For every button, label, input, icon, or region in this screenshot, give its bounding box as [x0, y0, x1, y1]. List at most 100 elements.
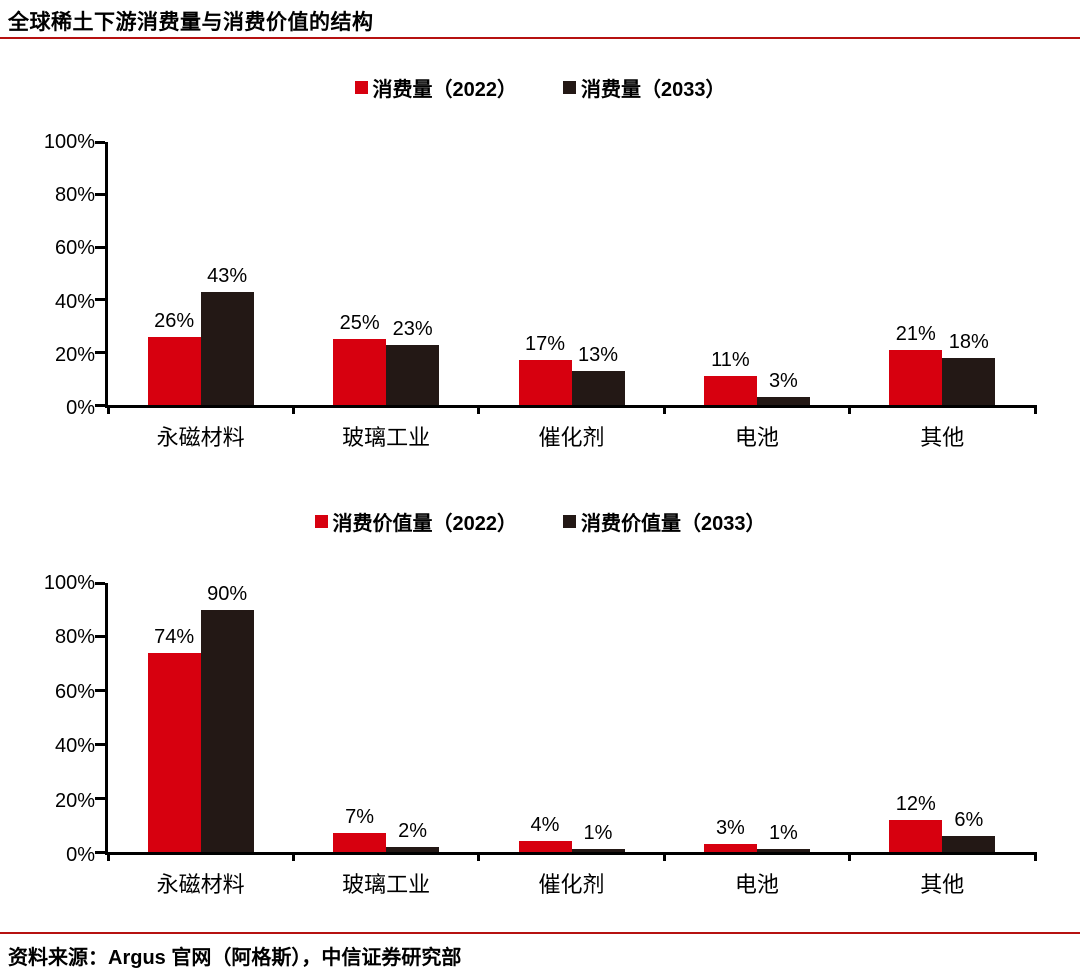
bar: [333, 339, 387, 405]
y-axis-tick: [95, 742, 105, 746]
bar: [200, 609, 254, 852]
chart-legend: 消费量（2022） 消费量（2033）: [0, 73, 1080, 102]
bar: [386, 344, 440, 405]
figure-title: 全球稀土下游消费量与消费价值的结构: [8, 11, 374, 34]
bar: [571, 370, 625, 405]
x-axis-tick: [106, 852, 110, 861]
bar: [147, 336, 201, 405]
bar-value-label: 1%: [583, 822, 613, 845]
bar-value-label: 23%: [392, 317, 433, 340]
x-category-label: 永磁材料: [156, 425, 245, 450]
y-axis-tick: [95, 581, 105, 585]
y-axis-tick: [95, 140, 105, 144]
x-category-label: 催化剂: [538, 872, 605, 897]
legend-swatch-icon: [354, 80, 368, 94]
bar-value-label: 3%: [715, 816, 745, 839]
source-note: 资料来源：Argus 官网（阿格斯），中信证券研究部: [8, 947, 462, 969]
y-axis-tick: [95, 403, 105, 407]
x-axis-tick: [662, 405, 666, 414]
chart-body: 0% 20% 40% 60% 80% 100% 26% 43% 永磁材料 25% 23% 玻璃工业 1…: [10, 132, 1080, 449]
legend-swatch-icon: [563, 80, 576, 94]
x-axis-tick: [1033, 405, 1037, 414]
bar-value-label: 21%: [895, 322, 936, 345]
x-axis-tick: [106, 405, 110, 414]
bar-value-label: 3%: [768, 370, 798, 393]
x-category-label: 电池: [734, 425, 779, 450]
bar-value-label: 17%: [524, 333, 566, 356]
x-category-label: 永磁材料: [156, 872, 245, 897]
y-tick-label: 100%: [43, 572, 95, 594]
legend-label: 消费量（2033）: [581, 78, 726, 101]
chart-body: 0% 20% 40% 60% 80% 100% 74% 90% 永磁材料 7% 2% 玻璃工业 4% 1…: [10, 573, 1080, 896]
bar-value-label: 1%: [768, 822, 798, 845]
x-axis-tick: [848, 405, 852, 414]
bar-value-label: 26%: [154, 309, 195, 332]
bar-value-label: 13%: [577, 343, 619, 366]
y-tick-label: 100%: [43, 131, 95, 153]
bar-value-label: 12%: [895, 792, 936, 815]
footer-divider-rule: [0, 932, 1080, 934]
y-tick-label: 0%: [66, 844, 95, 866]
x-category-label: 电池: [734, 872, 779, 897]
title-divider-rule: [0, 37, 1080, 39]
bar-value-label: 6%: [954, 808, 984, 831]
x-axis-tick: [477, 852, 481, 861]
y-axis-tick: [95, 298, 105, 302]
bar: [571, 849, 625, 852]
bar: [518, 841, 572, 852]
y-tick-label: 20%: [54, 343, 95, 366]
y-axis-tick: [95, 350, 105, 354]
legend-label: 消费价值量（2033）: [581, 512, 766, 535]
legend-label: 消费量（2022）: [372, 78, 518, 101]
legend-item: 消费量（2033）: [563, 73, 726, 102]
x-axis-tick: [1033, 852, 1037, 861]
y-axis-tick: [95, 635, 105, 639]
bar-value-label: 18%: [948, 330, 989, 353]
legend-swatch-icon: [563, 514, 576, 528]
bar: [942, 357, 996, 405]
x-category-label: 玻璃工业: [342, 425, 431, 450]
y-axis-tick: [95, 689, 105, 693]
bar-value-label: 74%: [154, 625, 195, 648]
bar: [703, 376, 757, 405]
bar: [386, 846, 440, 852]
x-category-label: 玻璃工业: [342, 872, 431, 897]
plot-area: 26% 43% 永磁材料 25% 23% 玻璃工业 17% 13% 催化剂 11% 3% 电池 21% 1…: [95, 140, 1037, 449]
plot-area: 74% 90% 永磁材料 7% 2% 玻璃工业 4% 1% 催化剂 3% 1% 电池 12% 6% 其他: [95, 581, 1037, 896]
y-tick-label: 80%: [54, 184, 95, 207]
bar-value-label: 25%: [339, 312, 380, 335]
bar: [333, 833, 387, 852]
x-category-label: 催化剂: [538, 425, 605, 450]
bar: [200, 291, 254, 405]
y-tick-label: 20%: [54, 789, 95, 812]
bar: [756, 849, 810, 852]
bar: [703, 843, 757, 852]
x-category-label: 其他: [920, 872, 965, 897]
y-axis-tick: [95, 850, 105, 854]
bar: [942, 835, 996, 852]
y-tick-label: 40%: [54, 290, 95, 313]
y-axis-tick: [95, 193, 105, 197]
legend-item: 消费价值量（2033）: [563, 507, 766, 536]
bar-value-label: 11%: [711, 349, 750, 372]
x-axis-tick: [291, 852, 295, 861]
bar: [518, 360, 572, 405]
y-axis-tick: [95, 796, 105, 800]
bar-value-label: 2%: [398, 819, 428, 842]
y-tick-label: 60%: [54, 680, 95, 703]
bar-value-label: 90%: [207, 582, 248, 605]
y-axis-labels: 0% 20% 40% 60% 80% 100%: [10, 573, 105, 865]
x-axis-tick: [848, 852, 852, 861]
chart-legend: 消费价值量（2022） 消费价值量（2033）: [0, 507, 1080, 536]
bar: [889, 349, 943, 405]
bar-value-label: 43%: [207, 264, 248, 287]
bar: [756, 397, 810, 405]
y-axis-tick: [95, 245, 105, 249]
bar: [889, 819, 943, 852]
bar-value-label: 7%: [345, 806, 375, 829]
chart-consumption-volume: 消费量（2022） 消费量（2033） 0% 20% 40% 60% 80% 100% 26…: [0, 73, 1080, 449]
legend-item: 消费量（2022）: [354, 73, 518, 102]
legend-item: 消费价值量（2022）: [314, 507, 517, 536]
y-axis-labels: 0% 20% 40% 60% 80% 100%: [10, 132, 105, 418]
y-tick-label: 60%: [54, 237, 95, 260]
